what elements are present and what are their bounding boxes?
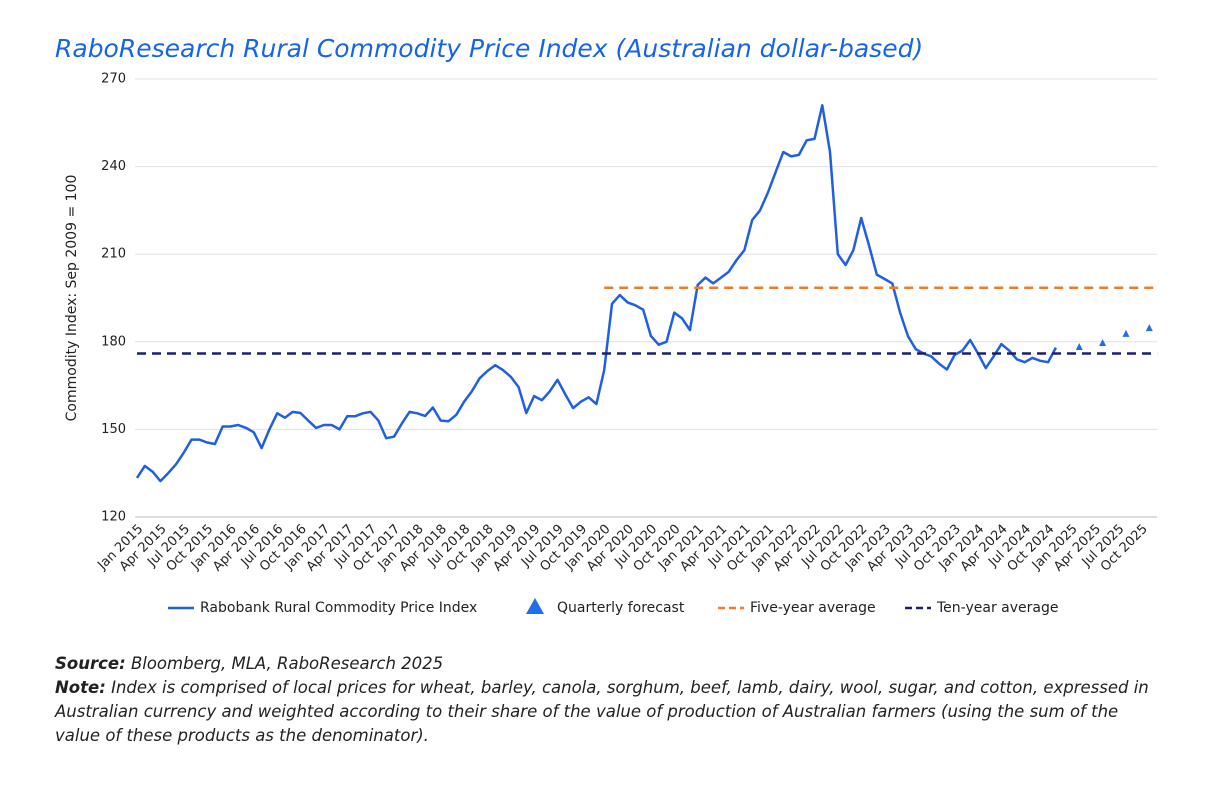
legend-label: Ten-year average — [936, 600, 1058, 616]
source-label: Source: — [55, 654, 126, 673]
y-tick-label: 210 — [101, 247, 126, 262]
chart: RaboResearch Rural Commodity Price Index… — [55, 34, 1158, 616]
legend-label: Five-year average — [750, 600, 876, 616]
forecast-marker — [1075, 343, 1083, 351]
chart-title: RaboResearch Rural Commodity Price Index… — [55, 34, 923, 63]
y-tick-label: 120 — [101, 510, 126, 525]
y-axis-label: Commodity Index: Sep 2009 = 100 — [64, 175, 80, 422]
legend-label: Rabobank Rural Commodity Price Index — [200, 600, 477, 616]
y-tick-label: 270 — [101, 72, 126, 87]
y-tick-label: 180 — [101, 334, 126, 349]
source: Source: Bloomberg, MLA, RaboResearch 202… — [55, 652, 1165, 676]
index-line — [135, 104, 1058, 483]
y-tick-label: 150 — [101, 422, 126, 437]
footnote: Source: Bloomberg, MLA, RaboResearch 202… — [55, 652, 1165, 748]
source-text: Bloomberg, MLA, RaboResearch 2025 — [130, 654, 444, 673]
forecast-marker — [1145, 324, 1153, 332]
note-text: Index is comprised of local prices for w… — [55, 678, 1149, 745]
note-label: Note: — [55, 678, 106, 697]
forecast-marker — [1099, 338, 1107, 346]
forecast-marker — [1122, 329, 1130, 337]
legend-marker — [526, 598, 544, 614]
legend-label: Quarterly forecast — [557, 600, 685, 616]
y-tick-label: 240 — [101, 159, 126, 174]
note: Note: Index is comprised of local prices… — [55, 676, 1165, 748]
